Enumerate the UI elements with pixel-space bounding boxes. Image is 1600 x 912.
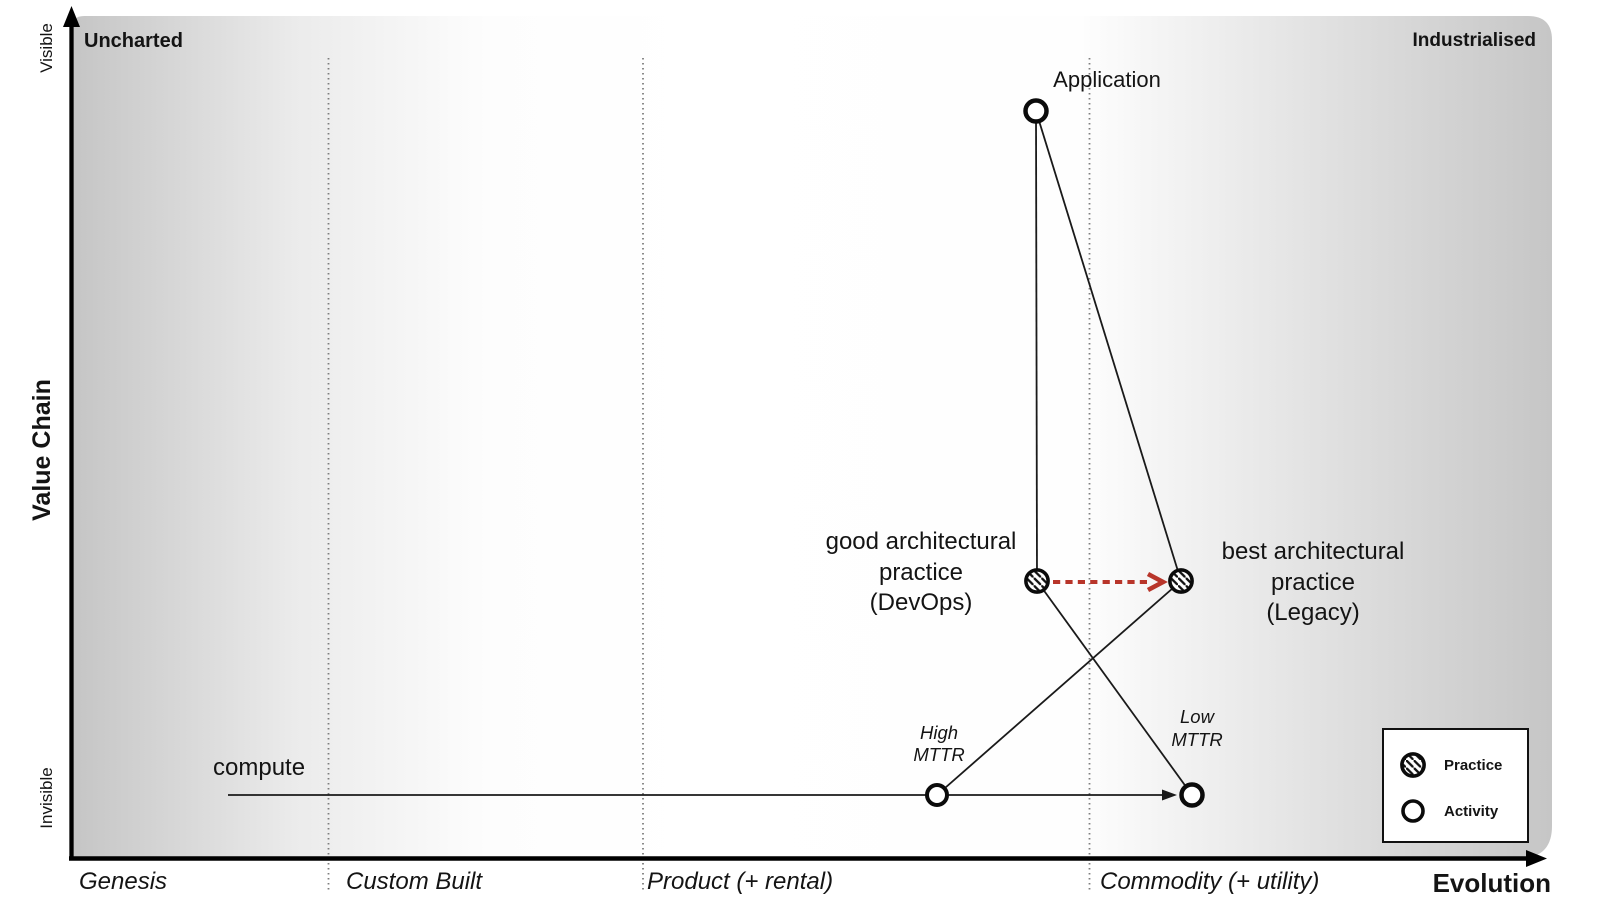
svg-text:compute: compute (213, 754, 305, 781)
svg-text:practice: practice (879, 559, 963, 586)
svg-text:practice: practice (1271, 569, 1355, 596)
svg-text:MTTR: MTTR (1171, 729, 1222, 750)
svg-text:Low: Low (1180, 706, 1216, 727)
svg-text:Industrialised: Industrialised (1412, 30, 1536, 51)
svg-text:Application: Application (1053, 67, 1161, 92)
svg-text:Custom Built: Custom Built (346, 868, 483, 895)
svg-text:Commodity (+ utility): Commodity (+ utility) (1100, 868, 1319, 895)
svg-text:best architectural: best architectural (1222, 538, 1405, 565)
svg-text:High: High (920, 722, 958, 743)
svg-text:good architectural: good architectural (826, 528, 1017, 555)
svg-text:Visible: Visible (37, 23, 56, 73)
svg-text:MTTR: MTTR (913, 744, 964, 765)
svg-text:(DevOps): (DevOps) (870, 589, 973, 616)
svg-text:Value Chain: Value Chain (28, 379, 56, 521)
svg-text:Genesis: Genesis (79, 868, 167, 895)
svg-text:Evolution: Evolution (1433, 868, 1551, 898)
svg-text:Uncharted: Uncharted (84, 30, 183, 52)
svg-text:Practice: Practice (1444, 757, 1502, 774)
svg-text:Product (+ rental): Product (+ rental) (647, 868, 833, 895)
svg-text:Invisible: Invisible (37, 767, 56, 828)
svg-text:(Legacy): (Legacy) (1266, 599, 1359, 626)
svg-text:Activity: Activity (1444, 803, 1499, 820)
